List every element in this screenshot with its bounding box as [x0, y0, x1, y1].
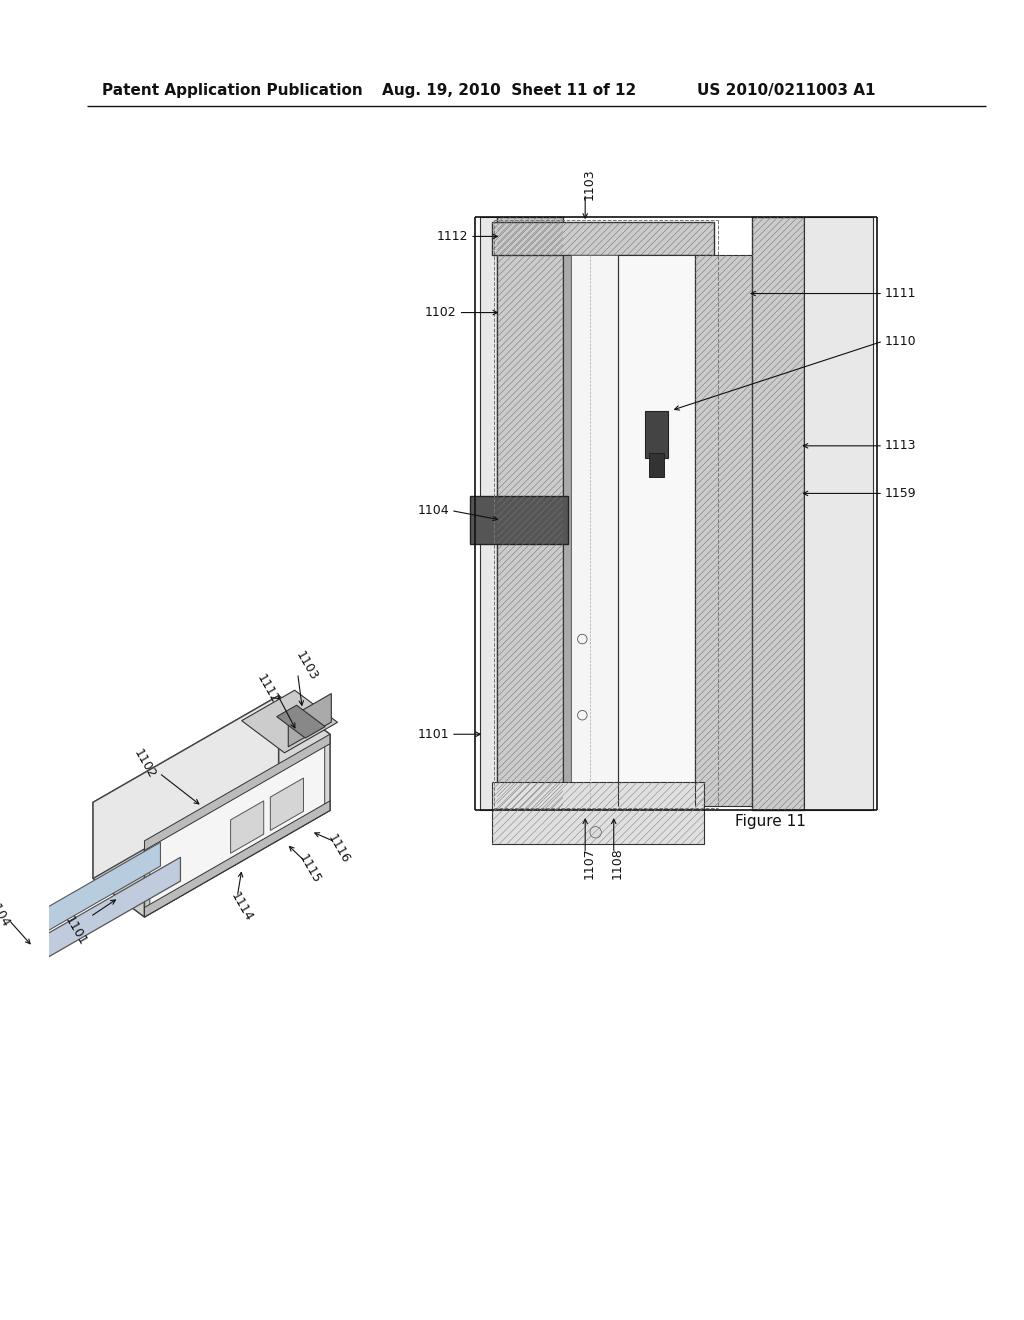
Text: 1103: 1103: [583, 168, 595, 199]
Polygon shape: [563, 256, 571, 805]
Polygon shape: [492, 222, 714, 256]
Polygon shape: [144, 734, 330, 850]
Polygon shape: [8, 842, 161, 953]
Polygon shape: [144, 801, 330, 917]
Polygon shape: [492, 781, 705, 843]
Text: 1116: 1116: [326, 832, 352, 866]
Polygon shape: [497, 218, 563, 810]
Polygon shape: [93, 803, 144, 917]
Text: 1104: 1104: [418, 504, 450, 517]
Polygon shape: [645, 411, 668, 458]
Text: Figure 11: Figure 11: [734, 814, 806, 829]
Circle shape: [590, 826, 601, 838]
Text: 1107: 1107: [583, 847, 595, 879]
Text: 1110: 1110: [885, 335, 916, 347]
Text: Aug. 19, 2010  Sheet 11 of 12: Aug. 19, 2010 Sheet 11 of 12: [382, 83, 637, 98]
Text: 1112: 1112: [254, 672, 281, 705]
Text: 1159: 1159: [885, 487, 916, 500]
Text: 1103: 1103: [293, 649, 319, 684]
Text: 1108: 1108: [611, 847, 624, 879]
Polygon shape: [270, 777, 303, 830]
Polygon shape: [289, 693, 332, 747]
Polygon shape: [150, 744, 325, 907]
Polygon shape: [649, 454, 665, 478]
Text: 1102: 1102: [425, 306, 457, 319]
Polygon shape: [93, 696, 330, 841]
Text: US 2010/0211003 A1: US 2010/0211003 A1: [696, 83, 876, 98]
Text: 1101: 1101: [61, 915, 89, 948]
Polygon shape: [470, 496, 568, 544]
Text: 1115: 1115: [296, 853, 324, 886]
Text: 1112: 1112: [436, 230, 468, 243]
Polygon shape: [694, 256, 752, 805]
Text: 1114: 1114: [227, 890, 255, 924]
Polygon shape: [804, 218, 872, 810]
Polygon shape: [276, 705, 326, 738]
Text: 1113: 1113: [885, 440, 916, 453]
Polygon shape: [144, 734, 330, 917]
Text: 1101: 1101: [418, 727, 450, 741]
Polygon shape: [230, 801, 264, 853]
Text: 1102: 1102: [131, 747, 158, 780]
Polygon shape: [242, 690, 338, 752]
Text: 1104: 1104: [0, 896, 12, 931]
Polygon shape: [618, 256, 694, 805]
Polygon shape: [279, 696, 330, 810]
Polygon shape: [752, 218, 804, 810]
Polygon shape: [479, 218, 497, 810]
Polygon shape: [93, 772, 330, 917]
Polygon shape: [571, 256, 618, 805]
Polygon shape: [93, 696, 279, 878]
Text: 1111: 1111: [885, 286, 916, 300]
Polygon shape: [8, 929, 28, 969]
Text: Patent Application Publication: Patent Application Publication: [101, 83, 362, 98]
Polygon shape: [28, 857, 180, 969]
